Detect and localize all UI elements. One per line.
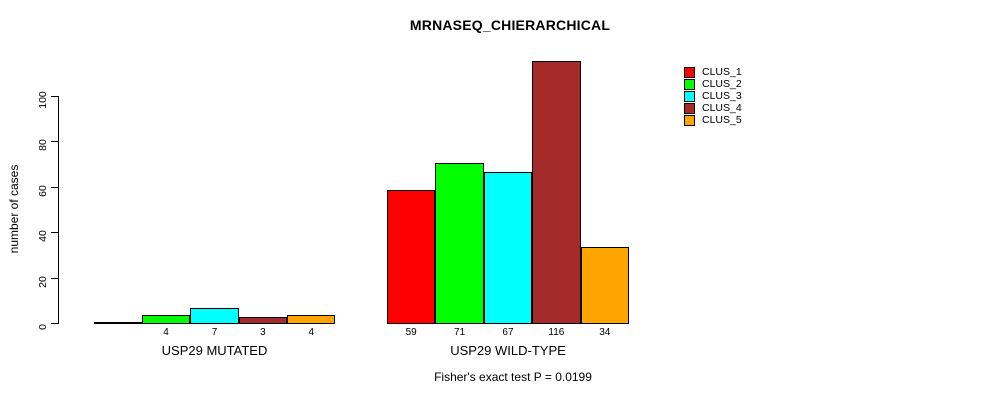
bar (387, 190, 436, 324)
bar (190, 308, 239, 324)
bar-value-label: 4 (163, 327, 169, 338)
footnote: Fisher's exact test P = 0.0199 (434, 370, 592, 384)
bar-value-label: 4 (308, 327, 315, 338)
y-tick-label-text: 20 (37, 275, 49, 288)
y-tick (51, 277, 58, 279)
y-tick-label-text: 100 (37, 91, 49, 109)
bar (287, 314, 336, 324)
legend-swatch (684, 78, 695, 90)
y-tick (51, 141, 58, 143)
legend-entry: CLUS_2 (684, 78, 742, 90)
y-axis-line (58, 95, 59, 324)
legend-swatch (684, 90, 695, 102)
legend-entry: CLUS_4 (684, 102, 742, 114)
y-tick (51, 186, 58, 188)
legend-swatch (684, 114, 695, 126)
bar (483, 171, 533, 324)
legend-label: CLUS_3 (702, 90, 742, 102)
y-tick (51, 96, 58, 97)
bar-value-label: 3 (260, 327, 266, 338)
legend-entry: CLUS_5 (684, 114, 742, 126)
bar (141, 314, 191, 324)
y-axis-label-text: number of cases (7, 164, 21, 254)
legend-swatch (684, 66, 695, 78)
bar-value-label: 116 (548, 327, 565, 338)
bar (238, 317, 288, 324)
legend-entry: CLUS_3 (684, 90, 742, 102)
chart-title: MRNASEQ_CHIERARCHICAL (409, 17, 611, 33)
group-label: USP29 WILD-TYPE (450, 343, 566, 358)
bar-value-label: 34 (599, 327, 611, 338)
y-tick-label-text: 0 (37, 324, 49, 330)
y-tick (51, 323, 58, 324)
bar-value-label: 67 (502, 327, 514, 338)
legend-label: CLUS_2 (702, 78, 742, 90)
bar-value-label: 71 (454, 327, 466, 338)
bar (435, 162, 484, 324)
legend-swatch (684, 102, 695, 114)
group-label: USP29 MUTATED (161, 343, 268, 358)
y-tick-label-text: 40 (37, 230, 49, 243)
bar-zero-height (93, 322, 142, 324)
bar-value-label: 7 (211, 327, 218, 338)
y-tick-label-text: 80 (37, 139, 49, 152)
bar (532, 60, 581, 324)
legend-label: CLUS_5 (702, 114, 742, 126)
bar-value-label: 59 (405, 327, 417, 338)
legend-label: CLUS_4 (702, 102, 742, 114)
y-tick-label-text: 60 (37, 184, 49, 197)
legend-entry: CLUS_1 (684, 66, 742, 78)
legend-label: CLUS_1 (702, 66, 742, 78)
y-tick (51, 232, 58, 234)
bar (580, 246, 629, 324)
